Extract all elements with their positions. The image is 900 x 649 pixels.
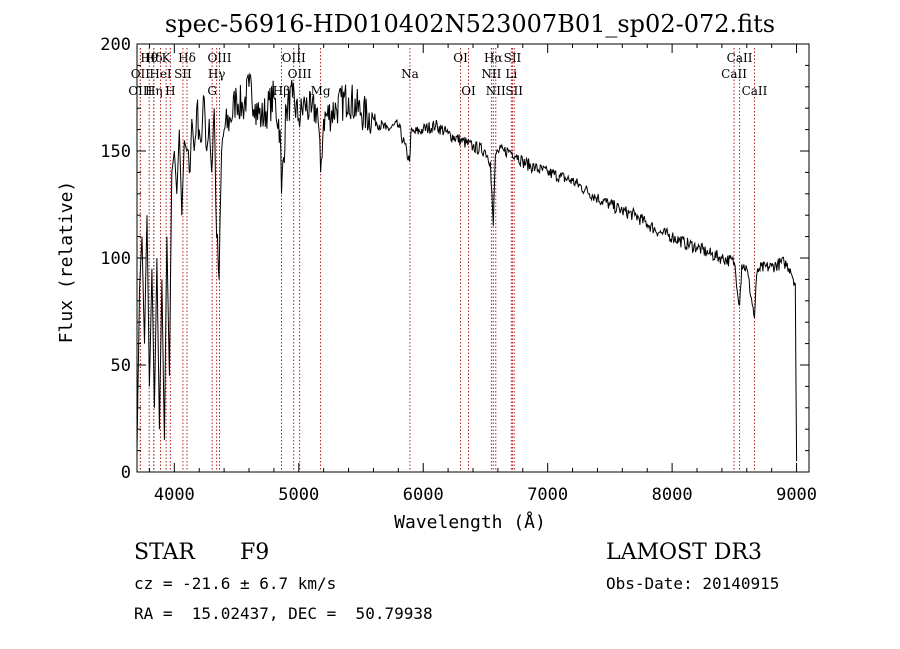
redshift-cz: cz = -21.6 ± 6.7 km/s <box>134 574 337 593</box>
spectral-line-label: NII <box>481 67 501 81</box>
spectral-line-label: OIII <box>207 51 231 65</box>
spectral-line-label: Hδ <box>145 51 163 65</box>
spectral-line-label: OII <box>131 67 151 81</box>
spectral-line-label: SII <box>504 51 522 65</box>
spectral-line-label: OI <box>453 51 468 65</box>
x-axis-label: Wavelength (Å) <box>394 511 546 533</box>
x-tick-label: 7000 <box>527 485 568 505</box>
spectral-line-label: CaII <box>742 84 768 98</box>
spectral-line-label: Hα <box>484 51 503 65</box>
spectral-line-label: OIII <box>282 51 306 65</box>
spectral-line-label: Mg <box>311 84 331 98</box>
y-tick-label: 200 <box>100 35 131 55</box>
object-class: STAR <box>134 540 195 565</box>
spectral-line-label: Hη <box>145 84 163 98</box>
spectral-line-label: K <box>162 51 172 65</box>
x-tick-label: 5000 <box>278 485 319 505</box>
spectral-line-label: HeI <box>149 67 172 81</box>
chart-title: spec-56916-HD010402N523007B01_sp02-072.f… <box>165 10 775 38</box>
y-tick-label: 50 <box>111 356 131 376</box>
spectral-line-label: CaII <box>721 67 747 81</box>
spectral-line-markers <box>139 48 755 472</box>
y-tick-label: 0 <box>121 463 131 483</box>
y-axis-label: Flux (relative) <box>56 181 77 344</box>
spectral-line-label: SII <box>174 67 192 81</box>
x-tick-label: 4000 <box>154 485 195 505</box>
spectral-line-label: Na <box>401 67 419 81</box>
spectral-line-label: NII <box>486 84 506 98</box>
spectral-line-label: SII <box>505 84 523 98</box>
x-tick-label: 8000 <box>652 485 693 505</box>
y-axis-ticks: 0 50 100 150 200 <box>100 35 809 483</box>
spectral-line-label: CaII <box>727 51 753 65</box>
y-tick-label: 100 <box>100 249 131 269</box>
x-tick-label: 9000 <box>776 485 817 505</box>
spectral-line-label: H <box>165 84 175 98</box>
spectral-line-label: G <box>207 84 217 98</box>
x-axis-ticks: 4000 5000 6000 7000 8000 9000 <box>148 44 817 505</box>
observation-date: Obs-Date: 20140915 <box>606 574 780 593</box>
spectral-line-label: OIII <box>288 67 312 81</box>
spectral-line-label: OIII <box>128 84 152 98</box>
spectral-line-label: Li <box>505 67 517 81</box>
spectral-line-label: Hβ <box>273 84 290 98</box>
object-subclass: F9 <box>240 540 270 565</box>
spectral-line-label: Hδ <box>178 51 196 65</box>
spectral-line-label: Hγ <box>208 67 226 81</box>
spectral-line-label: OI <box>461 84 476 98</box>
x-tick-label: 6000 <box>403 485 444 505</box>
spectral-line-label: Hθ <box>140 51 158 65</box>
spectrum-line <box>136 72 798 462</box>
coordinates: RA = 15.02437, DEC = 50.79938 <box>134 604 433 623</box>
survey-name: LAMOST DR3 <box>606 540 762 565</box>
y-tick-label: 150 <box>100 142 131 162</box>
